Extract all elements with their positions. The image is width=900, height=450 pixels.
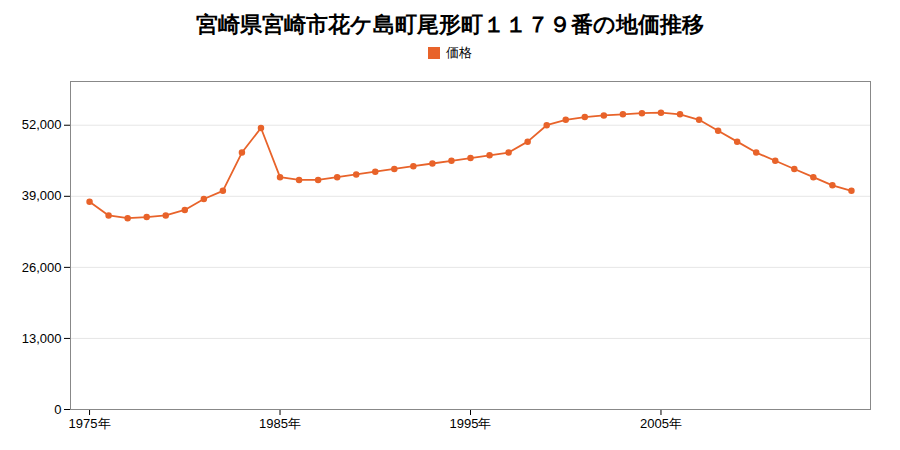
svg-text:39,000: 39,000 [22, 188, 62, 203]
html-text:価格: 価格 [446, 45, 472, 60]
svg-text:2005年: 2005年 [640, 416, 682, 431]
svg-text:26,000: 26,000 [22, 260, 62, 275]
svg-text:1975年: 1975年 [69, 416, 111, 431]
svg-text:0: 0 [54, 402, 61, 417]
svg-text:1995年: 1995年 [450, 416, 492, 431]
svg-text:52,000: 52,000 [22, 117, 62, 132]
svg-text:13,000: 13,000 [22, 331, 62, 346]
html-text:宮崎県宮崎市花ケ島町尾形町１１７９番の地価推移: 宮崎県宮崎市花ケ島町尾形町１１７９番の地価推移 [196, 12, 704, 37]
svg-text:1985年: 1985年 [259, 416, 301, 431]
